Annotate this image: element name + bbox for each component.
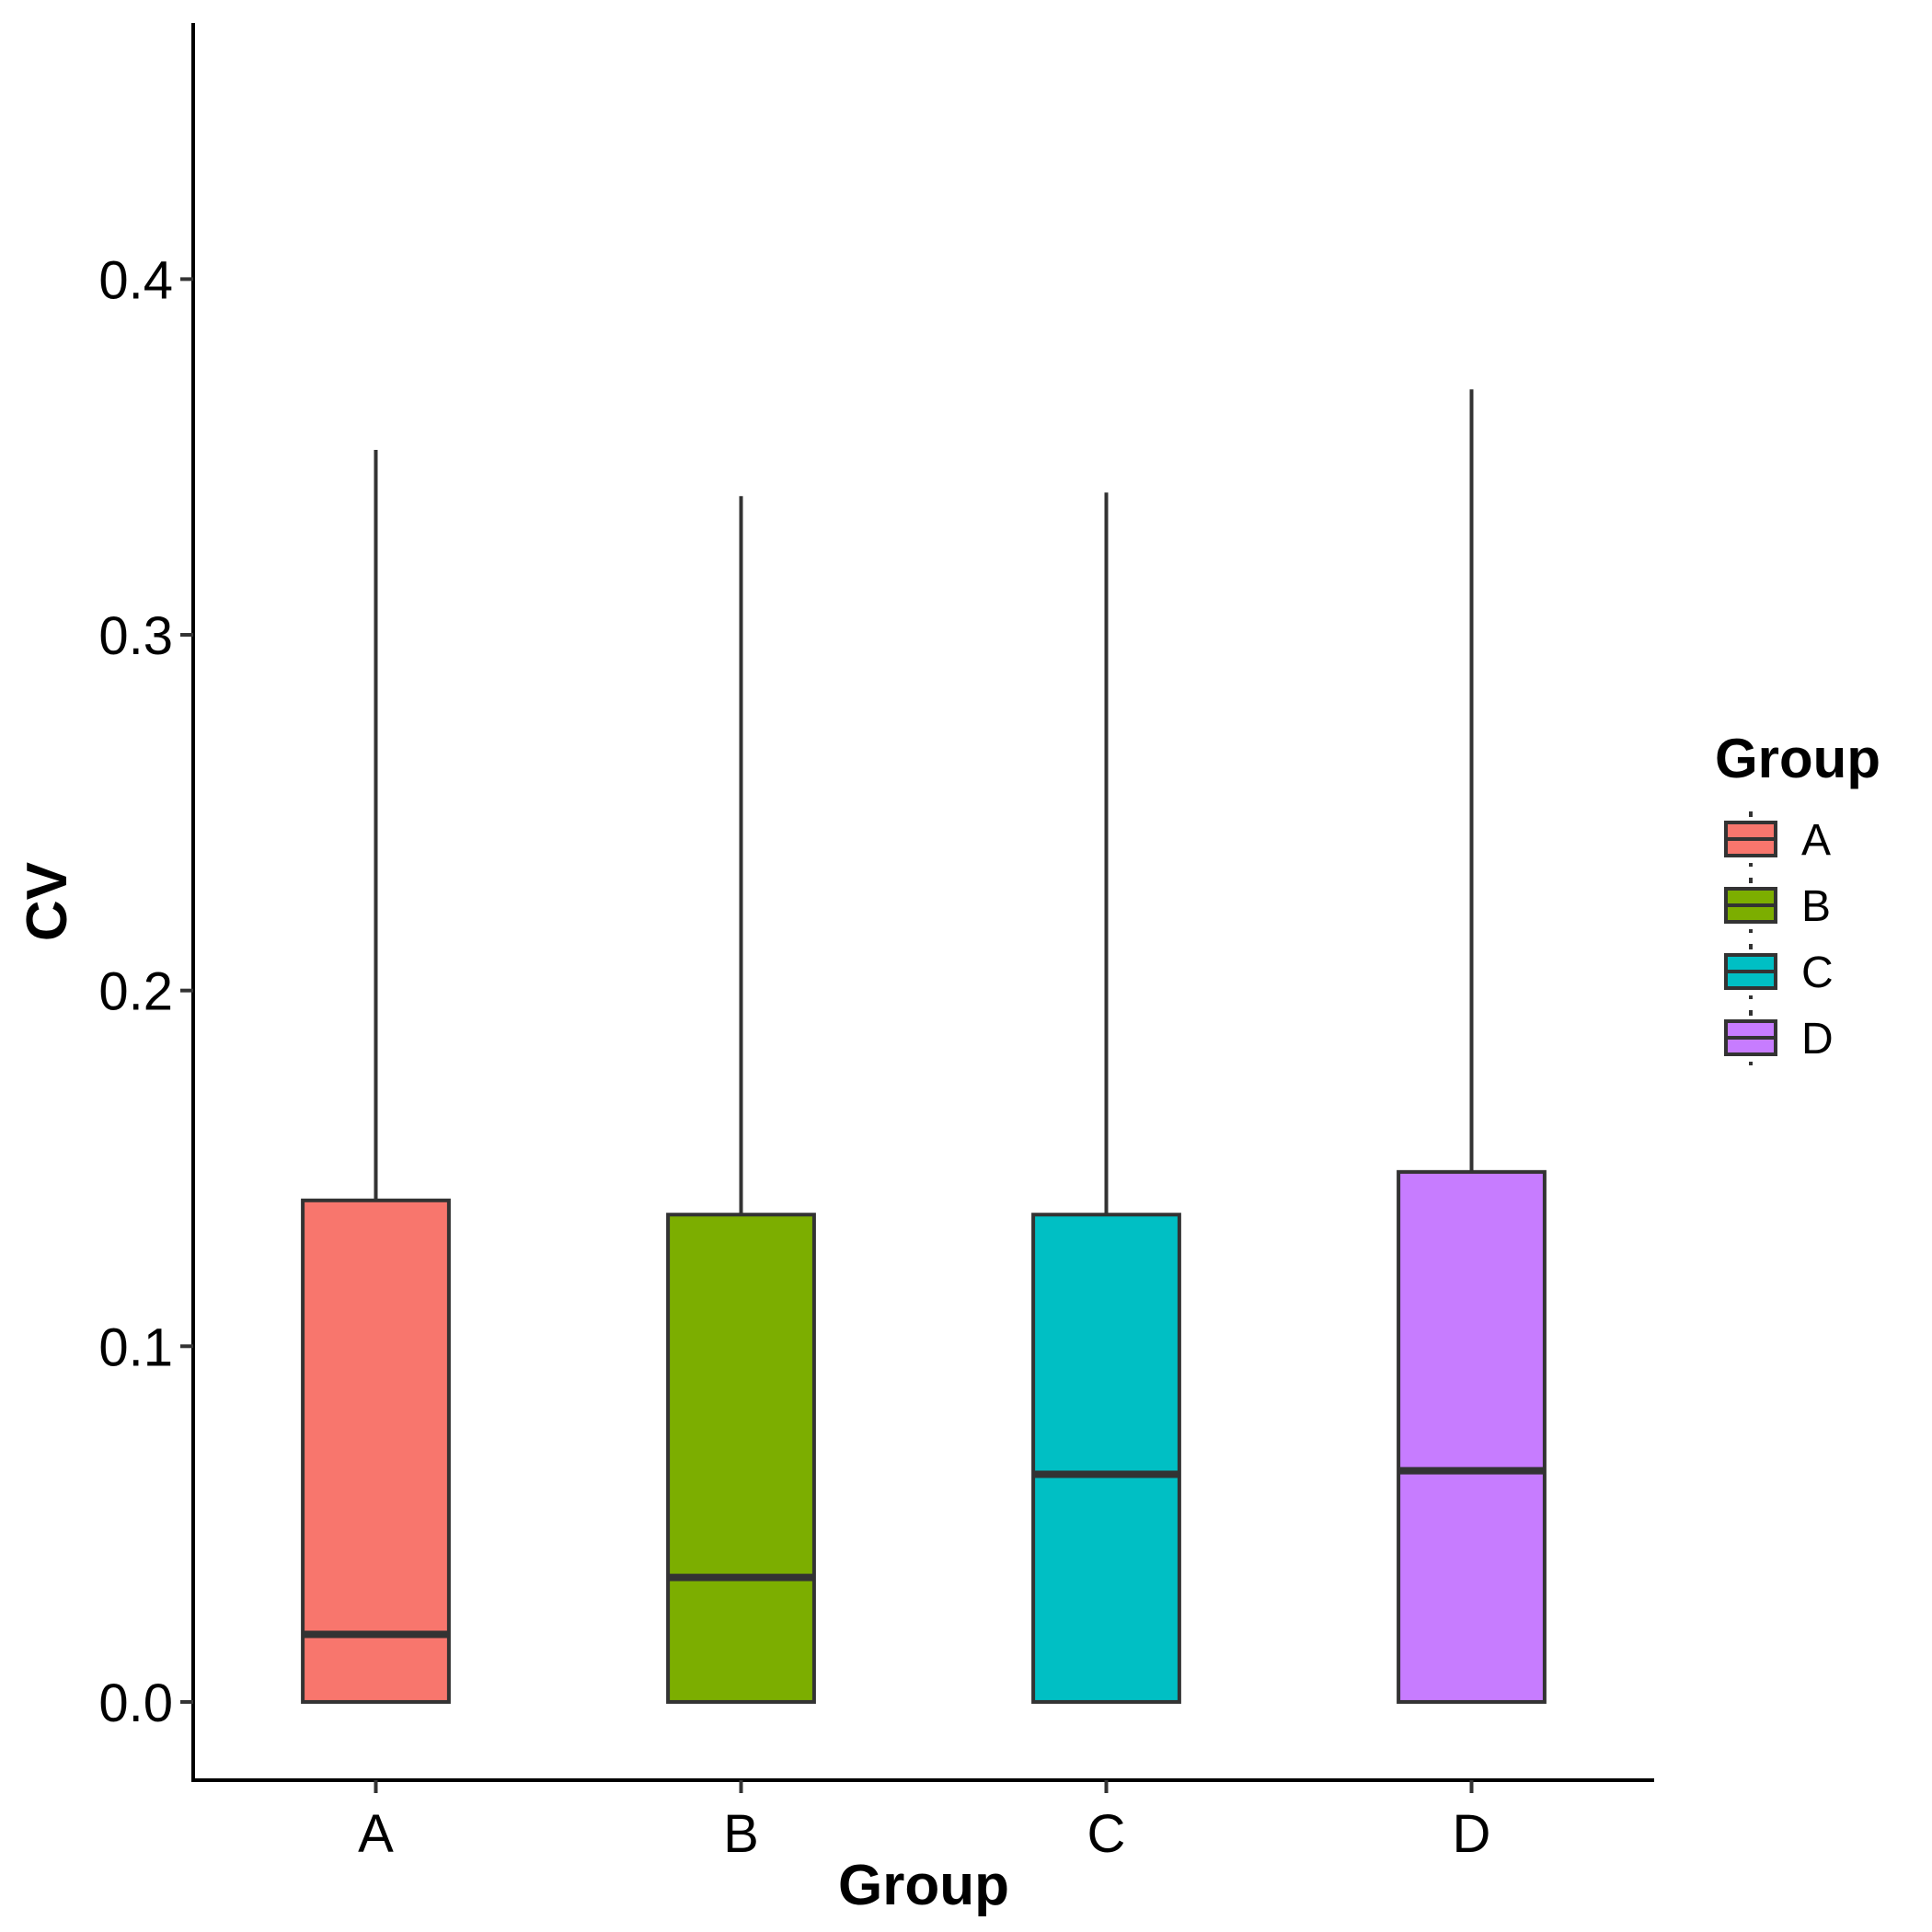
legend-title: Group: [1715, 728, 1880, 789]
legend-label: D: [1801, 1015, 1834, 1064]
x-tick-label: A: [358, 1804, 394, 1864]
y-tick-label: 0.3: [98, 606, 173, 666]
box-body-B: [666, 1213, 816, 1704]
box-body-A: [301, 1198, 451, 1704]
x-tick-label: C: [1087, 1804, 1126, 1864]
box-D: [1397, 389, 1547, 1704]
box-body-C: [1031, 1213, 1181, 1704]
y-tick-label: 0.1: [98, 1317, 173, 1377]
x-axis-title: Group: [838, 1854, 1009, 1917]
y-tick-label: 0.2: [98, 962, 173, 1022]
box-C: [1031, 492, 1181, 1704]
legend-entry-A: A: [1724, 811, 1831, 867]
legend-label: A: [1801, 816, 1831, 865]
y-tick-label: 0.0: [98, 1673, 173, 1733]
box-body-D: [1397, 1169, 1547, 1704]
x-tick-label: B: [723, 1804, 759, 1864]
x-tick-label: D: [1453, 1804, 1491, 1864]
boxes-layer: [301, 389, 1547, 1704]
legend-label: C: [1801, 949, 1834, 997]
y-tick-label: 0.4: [98, 250, 173, 310]
legend-entry-C: C: [1724, 944, 1834, 999]
box-B: [666, 496, 816, 1704]
legend-entry-D: D: [1724, 1010, 1834, 1065]
box-A: [301, 449, 451, 1704]
axes-layer: 0.0 0.1 0.2 0.3 0.4 A B C D: [98, 23, 1654, 1864]
y-axis-title: CV: [16, 862, 79, 941]
legend-entry-B: B: [1724, 878, 1831, 933]
legend-label: B: [1801, 882, 1831, 931]
